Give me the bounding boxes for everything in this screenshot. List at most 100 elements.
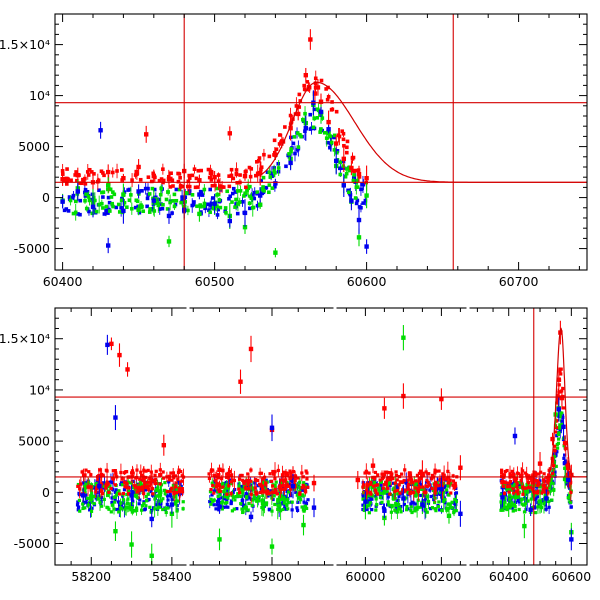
scatter-point (286, 501, 290, 505)
scatter-point (347, 190, 351, 195)
scatter-point (282, 470, 286, 474)
scatter-point (563, 459, 568, 463)
data-point (141, 477, 146, 483)
scatter-point (242, 480, 247, 484)
scatter-point (388, 477, 393, 482)
scatter-point (565, 472, 569, 476)
scatter-point (325, 97, 330, 102)
scatter-point (174, 198, 179, 203)
scatter-point (424, 484, 428, 488)
data-point (258, 193, 263, 198)
scatter-point (306, 485, 310, 489)
scatter-point (146, 492, 150, 496)
scatter-point (516, 492, 520, 496)
scatter-point (260, 187, 264, 192)
scatter-point (130, 505, 134, 510)
scatter-point (525, 492, 529, 496)
scatter-point (557, 437, 561, 441)
scatter-point (260, 498, 264, 502)
scatter-point (77, 498, 82, 502)
data-point (89, 494, 94, 499)
data-point (106, 243, 111, 248)
scatter-point (297, 92, 302, 97)
scatter-point (443, 498, 447, 502)
scatter-point (300, 505, 304, 509)
data-point (197, 178, 202, 183)
scatter-point (558, 411, 562, 415)
scatter-point (557, 431, 561, 435)
data-point (75, 189, 80, 194)
scatter-point (499, 500, 504, 505)
scatter-point (261, 477, 265, 481)
scatter-point (113, 469, 117, 473)
data-point (212, 201, 217, 206)
scatter-point (526, 486, 530, 490)
scatter-point (208, 187, 213, 192)
scatter-point (260, 489, 265, 493)
scatter-point (240, 473, 244, 478)
scatter-point (255, 499, 259, 503)
axis-break (186, 305, 190, 311)
data-point (537, 499, 543, 504)
data-point (544, 496, 549, 501)
scatter-point (215, 186, 220, 191)
scatter-point (384, 470, 388, 474)
data-point (144, 132, 149, 137)
scatter-point (109, 510, 113, 514)
scatter-point (554, 464, 558, 468)
data-point (569, 472, 574, 478)
scatter-point (138, 477, 142, 481)
scatter-point (159, 202, 163, 206)
scatter-point (387, 475, 391, 480)
scatter-point (217, 508, 221, 512)
scatter-point (83, 187, 88, 192)
scatter-point (245, 496, 249, 500)
scatter-point (261, 185, 265, 189)
scatter-point (237, 491, 242, 495)
data-point (169, 511, 175, 517)
axis-break (466, 305, 470, 311)
scatter-point (354, 201, 359, 206)
scatter-point (144, 494, 148, 499)
scatter-point (443, 484, 448, 488)
scatter-point (220, 507, 224, 511)
scatter-point (265, 170, 270, 174)
scatter-point (231, 495, 235, 499)
scatter-point (207, 175, 212, 180)
scatter-point (375, 492, 379, 496)
scatter-point (521, 497, 525, 501)
scatter-point (223, 501, 227, 505)
scatter-point (170, 486, 174, 490)
scatter-point (549, 479, 553, 483)
data-point (363, 499, 368, 504)
data-point (81, 493, 86, 498)
scatter-point (77, 491, 81, 495)
scatter-point (555, 442, 559, 447)
scatter-point (289, 471, 293, 475)
scatter-point (115, 507, 119, 512)
data-point (420, 502, 425, 507)
scatter-point (174, 187, 179, 192)
data-point (242, 173, 248, 179)
scatter-point (264, 501, 269, 505)
scatter-point (235, 211, 240, 216)
scatter-point (105, 493, 110, 498)
scatter-point (257, 495, 261, 499)
scatter-point (436, 505, 440, 509)
x-tick-label: 60200 (422, 569, 462, 584)
scatter-point (106, 506, 110, 510)
scatter-point (374, 490, 378, 494)
data-point (559, 395, 565, 401)
scatter-point (237, 487, 241, 491)
scatter-point (305, 477, 309, 481)
scatter-point (127, 198, 132, 203)
scatter-point (161, 476, 166, 480)
data-point (382, 508, 387, 513)
scatter-point (128, 506, 132, 510)
scatter-point (352, 169, 356, 174)
scatter-point (370, 497, 374, 501)
scatter-point (430, 486, 434, 491)
data-point (290, 483, 296, 489)
scatter-point (210, 183, 215, 188)
scatter-point (114, 488, 118, 492)
